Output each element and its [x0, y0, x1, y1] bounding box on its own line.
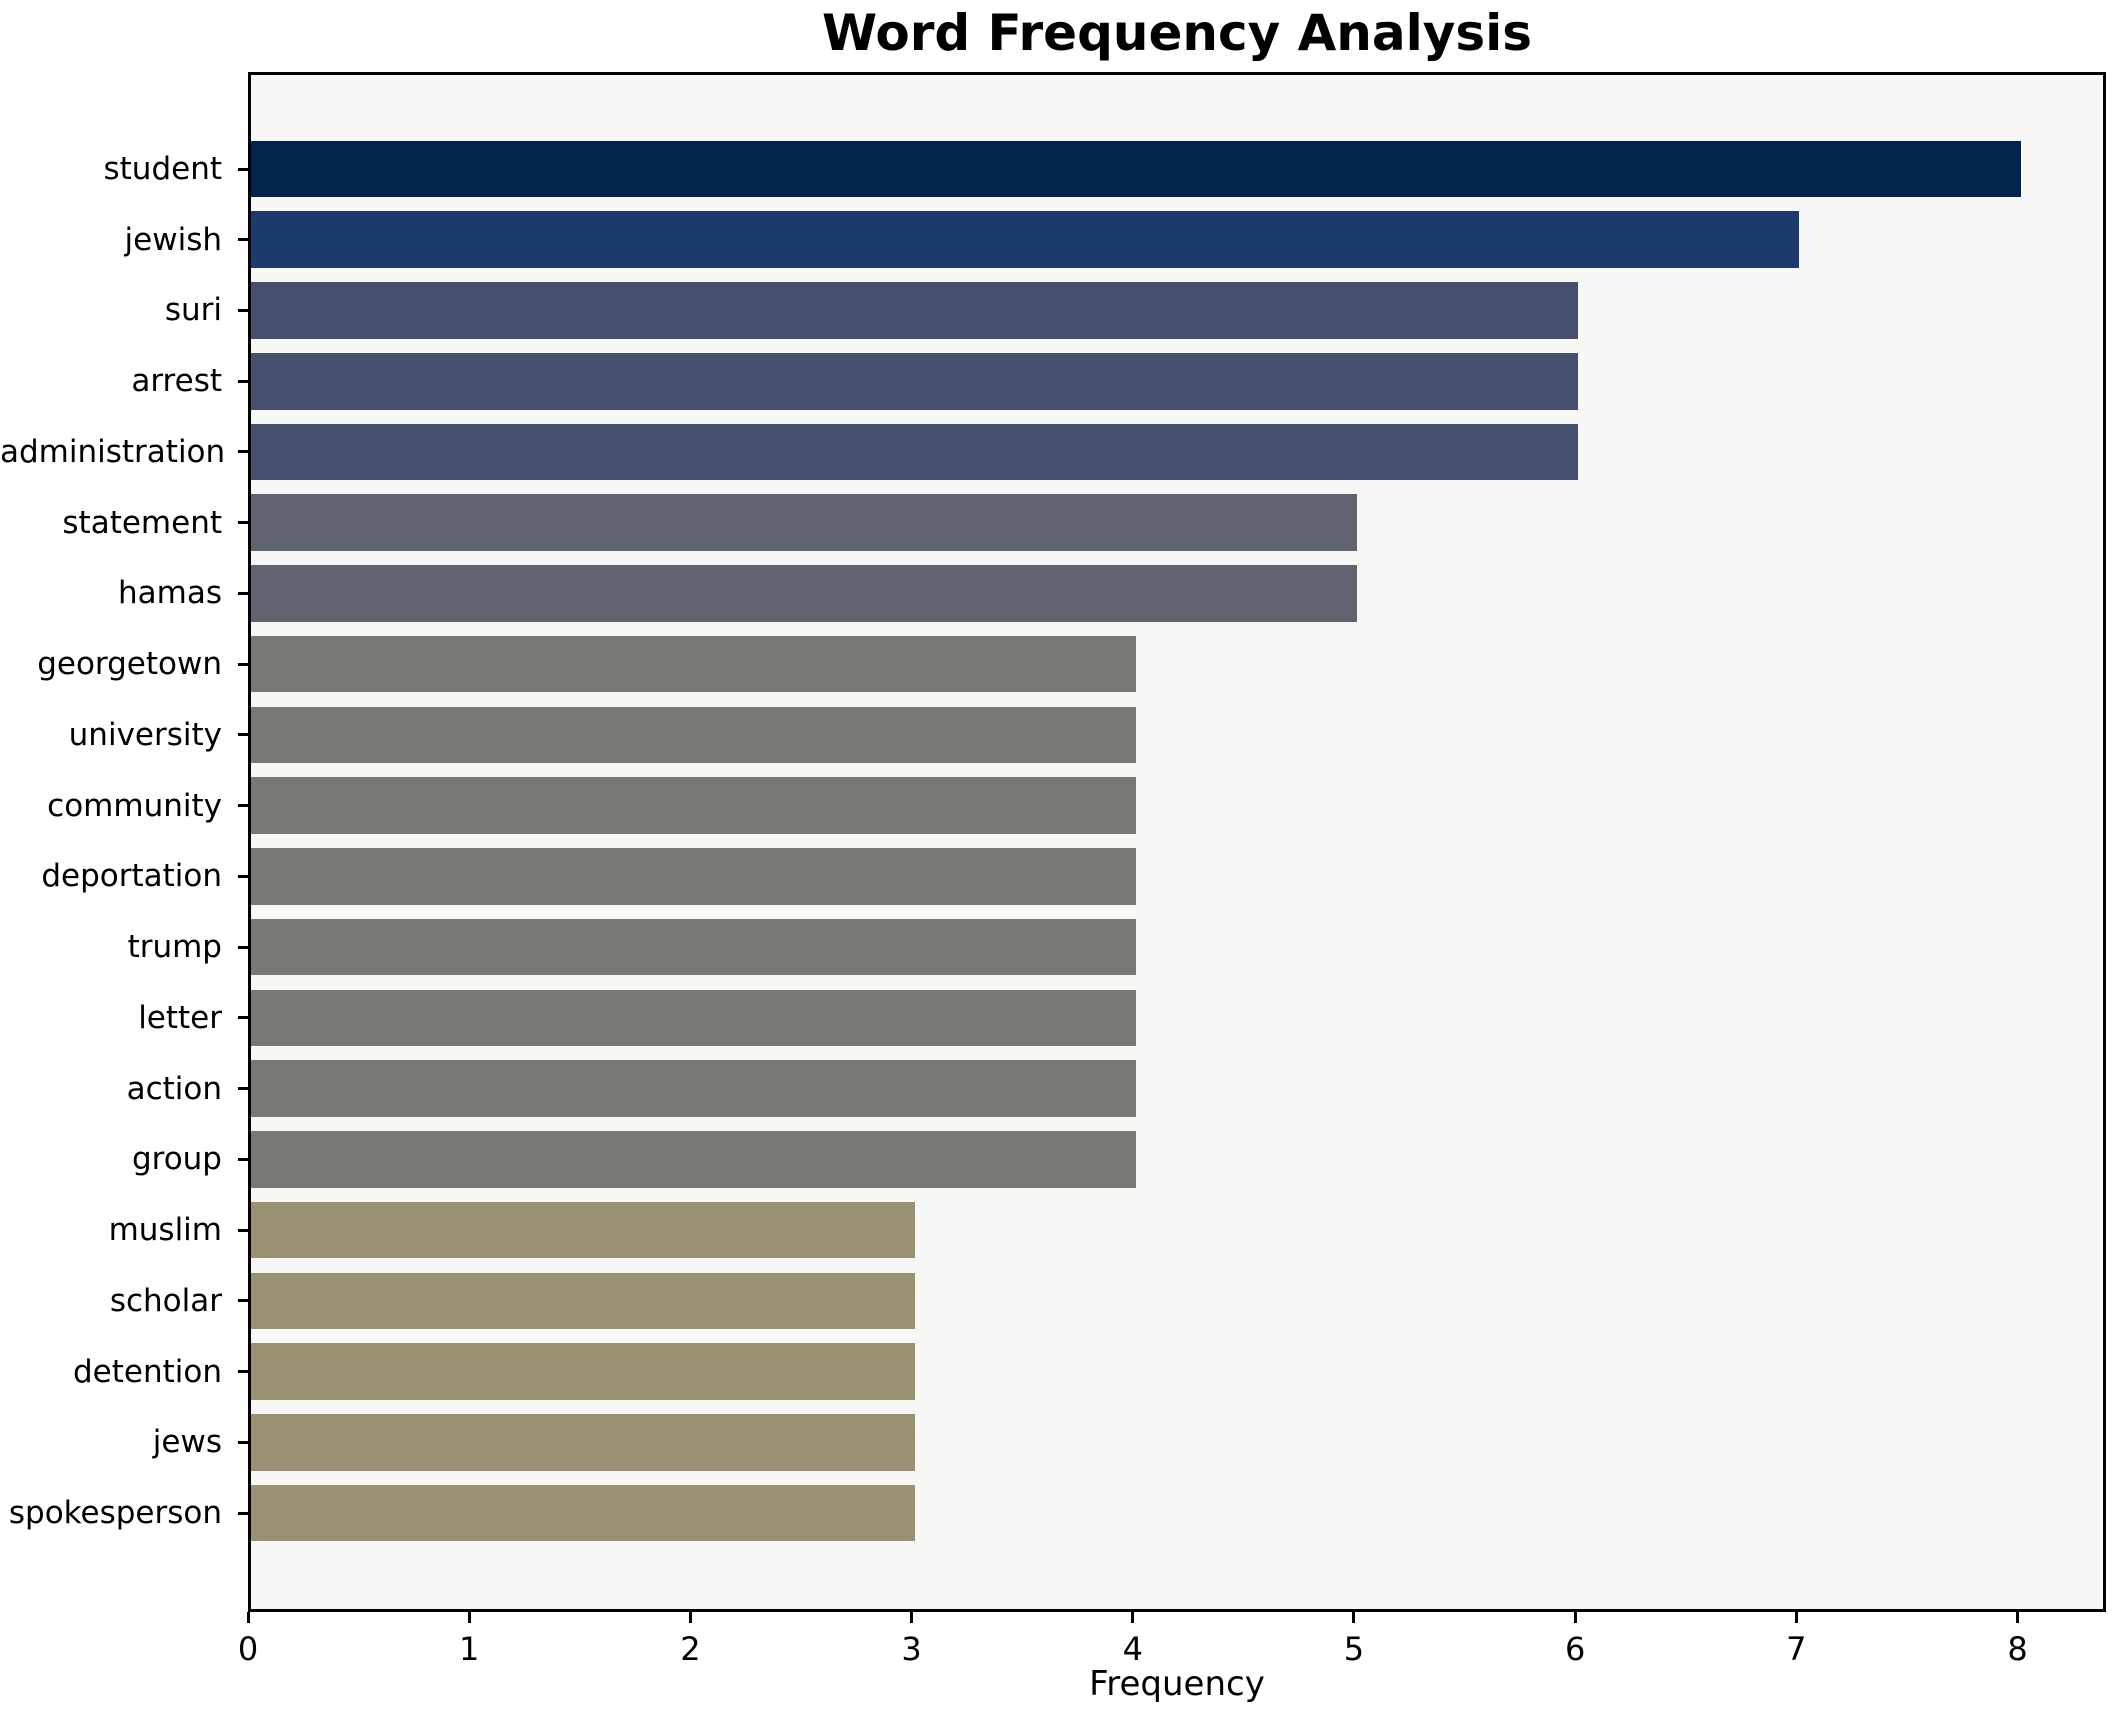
y-tick-label-administration: administration — [0, 433, 226, 470]
x-tick-label-8: 8 — [2007, 1630, 2028, 1668]
x-tick-mark — [910, 1612, 914, 1623]
bar-jews — [251, 1414, 915, 1471]
y-tick-mark — [238, 1440, 248, 1444]
x-tick-label-3: 3 — [901, 1630, 922, 1668]
x-tick-mark — [1573, 1612, 1577, 1623]
y-tick-mark — [238, 1299, 248, 1303]
bar-action — [251, 1060, 1136, 1117]
y-tick-mark — [238, 379, 248, 383]
y-tick-mark — [238, 733, 248, 737]
y-tick-mark — [238, 308, 248, 312]
bar-group — [251, 1131, 1136, 1188]
x-tick-label-2: 2 — [680, 1630, 701, 1668]
x-tick-mark — [246, 1612, 250, 1623]
y-tick-mark — [238, 521, 248, 525]
bar-statement — [251, 494, 1357, 551]
x-tick-label-6: 6 — [1564, 1630, 1586, 1668]
y-tick-mark — [238, 945, 248, 949]
y-tick-mark — [238, 804, 248, 808]
y-tick-label-suri: suri — [164, 292, 222, 329]
x-tick-label-4: 4 — [1122, 1630, 1143, 1668]
bar-administration — [251, 423, 1579, 481]
y-tick-label-group: group — [131, 1141, 222, 1178]
y-tick-mark — [238, 1511, 248, 1515]
y-tick-mark — [238, 662, 248, 666]
x-tick-label-7: 7 — [1786, 1630, 1807, 1668]
chart-title: Word Frequency Analysis — [821, 4, 1533, 62]
y-tick-label-detention: detention — [72, 1353, 222, 1390]
y-tick-label-spokesperson: spokesperson — [8, 1495, 222, 1532]
y-tick-label-community: community — [47, 787, 222, 824]
bar-community — [251, 777, 1136, 834]
bar-detention — [251, 1343, 915, 1400]
plot-area — [248, 72, 2106, 1612]
bar-jewish — [251, 211, 1800, 269]
y-tick-mark — [238, 591, 248, 595]
x-tick-mark — [1352, 1612, 1356, 1623]
y-tick-label-hamas: hamas — [118, 575, 222, 612]
bar-arrest — [251, 352, 1579, 410]
y-tick-mark — [238, 167, 248, 171]
y-tick-label-university: university — [68, 716, 222, 753]
x-tick-mark — [2016, 1612, 2020, 1623]
bar-georgetown — [251, 635, 1136, 693]
bar-spokesperson — [251, 1484, 915, 1542]
x-tick-mark — [467, 1612, 471, 1623]
y-tick-mark — [238, 450, 248, 454]
bar-student — [251, 140, 2021, 198]
bar-trump — [251, 918, 1136, 976]
x-tick-label-0: 0 — [237, 1630, 259, 1668]
y-tick-label-jewish: jewish — [124, 221, 222, 258]
y-tick-mark — [238, 874, 248, 878]
y-tick-label-georgetown: georgetown — [37, 646, 222, 683]
y-tick-mark — [238, 238, 248, 242]
y-tick-label-jews: jews — [152, 1424, 222, 1461]
x-tick-label-1: 1 — [459, 1630, 480, 1668]
bar-deportation — [251, 848, 1136, 905]
x-tick-mark — [688, 1612, 692, 1623]
y-tick-label-scholar: scholar — [109, 1282, 222, 1319]
x-axis-label: Frequency — [1089, 1664, 1265, 1704]
y-tick-label-action: action — [126, 1070, 222, 1107]
x-tick-mark — [1794, 1612, 1798, 1623]
y-tick-label-deportation: deportation — [41, 858, 222, 895]
y-tick-label-student: student — [103, 151, 222, 187]
x-tick-label-5: 5 — [1343, 1630, 1365, 1668]
y-tick-mark — [238, 1087, 248, 1091]
y-tick-mark — [238, 1157, 248, 1161]
bar-scholar — [251, 1272, 915, 1330]
x-tick-mark — [1131, 1612, 1135, 1623]
bar-letter — [251, 989, 1136, 1047]
y-tick-label-trump: trump — [127, 929, 222, 966]
bar-muslim — [251, 1201, 915, 1259]
y-tick-mark — [238, 1370, 248, 1374]
y-tick-mark — [238, 1228, 248, 1232]
y-tick-label-letter: letter — [138, 999, 222, 1036]
bar-hamas — [251, 565, 1357, 622]
bar-university — [251, 706, 1136, 764]
y-tick-mark — [238, 1016, 248, 1020]
y-tick-label-statement: statement — [62, 504, 222, 541]
y-tick-label-arrest: arrest — [131, 363, 222, 400]
bar-suri — [251, 282, 1579, 339]
y-tick-label-muslim: muslim — [108, 1212, 222, 1249]
